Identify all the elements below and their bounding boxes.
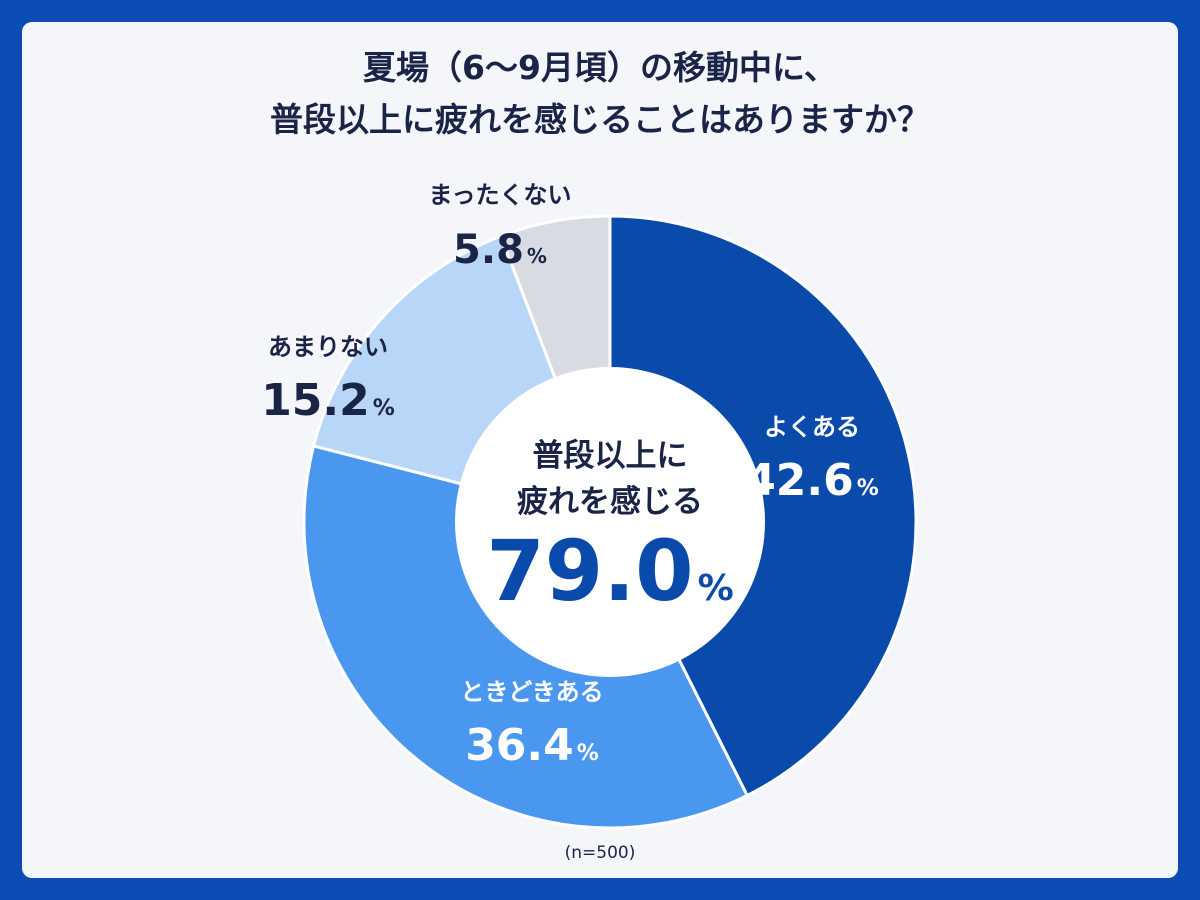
- value-label-often: 42.6%: [745, 455, 879, 506]
- chart-title: 夏場（6〜9月頃）の移動中に、 普段以上に疲れを感じることはありますか？: [0, 42, 1200, 146]
- donut-hole: [455, 367, 765, 677]
- chart-title-line-1: 夏場（6〜9月頃）の移動中に、: [363, 48, 837, 87]
- value-label-sometimes: 36.4%: [465, 720, 599, 771]
- value-label-rarely: 15.2%: [261, 375, 395, 426]
- category-label-often: よくある: [764, 413, 860, 441]
- center-label-line-2: 疲れを感じる: [517, 484, 703, 520]
- chart-title-line-2: 普段以上に疲れを感じることはありますか？: [270, 100, 930, 139]
- segment-labels: よくある 42.6 % ときどきある 36.4 % あまりない 15.2 % まったくない 5.8%: [261, 181, 879, 771]
- center-label-line-1: 普段以上に: [533, 438, 688, 474]
- center-total-value: 79.0%: [486, 522, 733, 620]
- sample-size-note: (n=500): [564, 843, 636, 863]
- value-label-never: 5.8%: [453, 227, 547, 273]
- category-label-never: まったくない: [428, 181, 571, 209]
- category-label-rarely: あまりない: [268, 333, 388, 361]
- category-label-sometimes: ときどきある: [460, 678, 603, 706]
